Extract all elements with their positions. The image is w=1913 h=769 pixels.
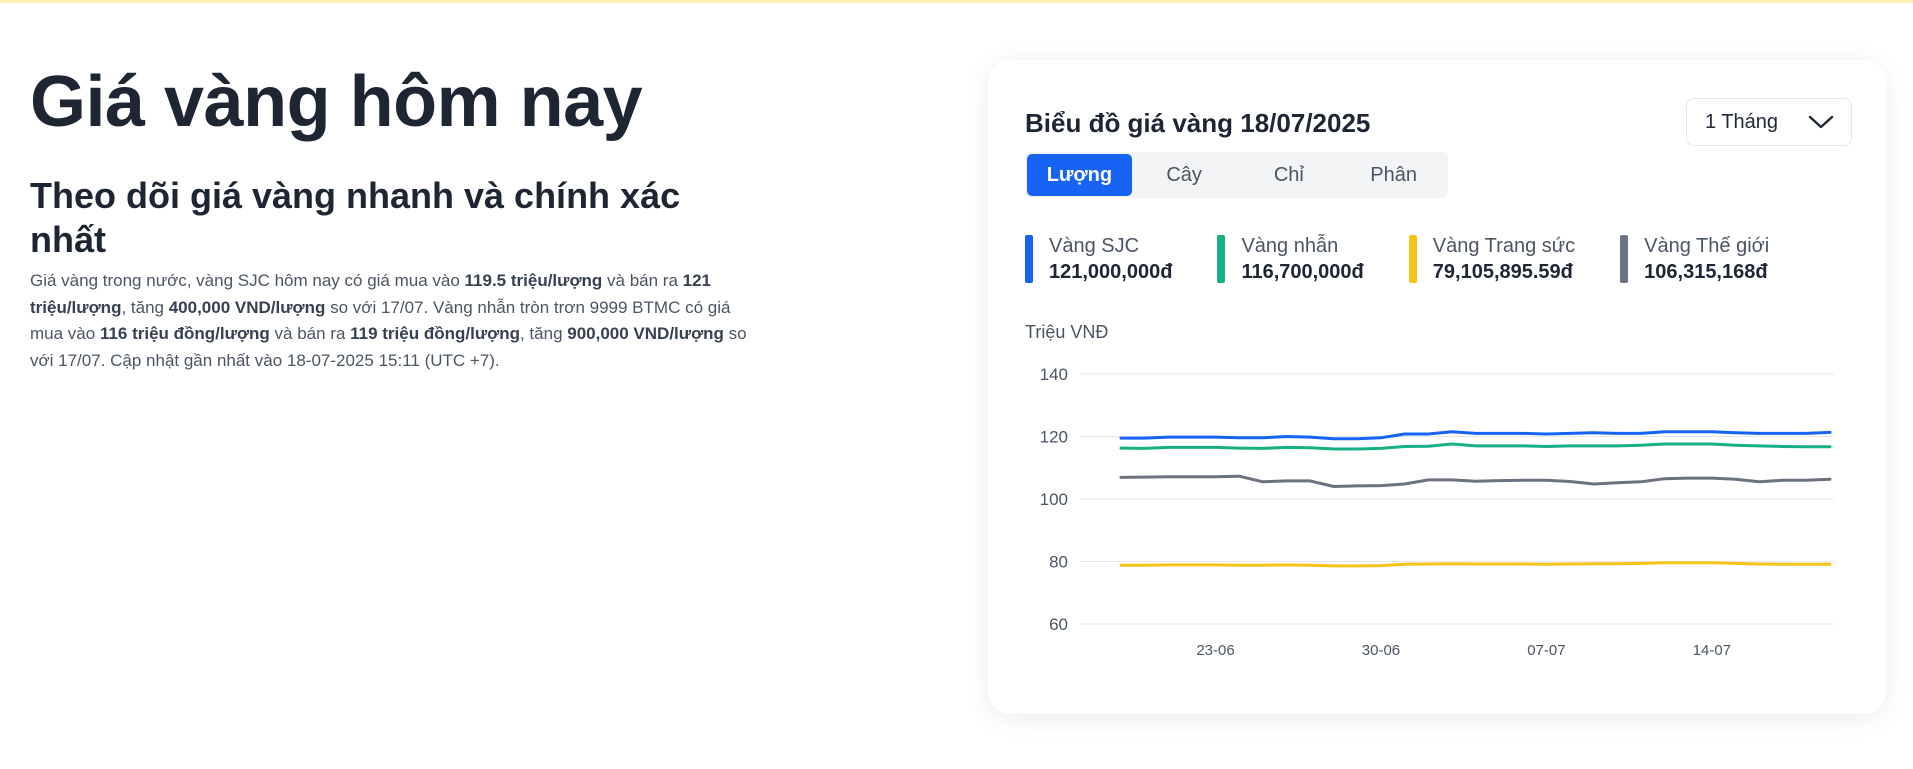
top-accent-line bbox=[0, 0, 1913, 3]
gold-price-line-chart: Triệu VNĐ 140 120 100 80 60 23-06 30-06 07-07 14-… bbox=[1025, 322, 1834, 659]
x-tick-label: 23-06 bbox=[1196, 642, 1234, 659]
legend-series-value: 121,000,000đ bbox=[1049, 261, 1173, 283]
unit-tab-4[interactable]: Phân bbox=[1370, 163, 1417, 186]
y-tick-label: 140 bbox=[1040, 365, 1068, 384]
y-tick-label: 60 bbox=[1049, 615, 1068, 634]
legend-series-name: Vàng nhẫn bbox=[1241, 235, 1339, 257]
period-select-value: 1 Tháng bbox=[1705, 110, 1779, 133]
unit-tab-3[interactable]: Chỉ bbox=[1273, 163, 1304, 186]
legend-series-value: 106,315,168đ bbox=[1644, 261, 1768, 283]
legend-color-bar bbox=[1217, 235, 1226, 283]
unit-tab-1[interactable]: Lượng bbox=[1027, 154, 1132, 196]
summary-text-segment: và bán ra bbox=[602, 271, 683, 290]
summary-text-segment: và bán ra bbox=[269, 324, 351, 343]
series-line bbox=[1119, 561, 1832, 568]
legend-item: Vàng Thế giới 106,315,168đ bbox=[1620, 233, 1769, 285]
legend-color-bar bbox=[1620, 235, 1629, 283]
summary-text-segment: Giá vàng trong nước, vàng SJC hôm nay có… bbox=[30, 271, 465, 290]
highlight-value: 900,000 VND/lượng bbox=[567, 324, 724, 343]
page-subtitle: Theo dõi giá vàng nhanh và chính xác nhấ… bbox=[30, 175, 681, 260]
series-line bbox=[1119, 474, 1832, 488]
summary-text-segment: so với 17/07. Vàng nhẫn tròn trơn 9999 B… bbox=[30, 297, 731, 344]
highlight-value: 121 triệu/lượng bbox=[30, 271, 712, 317]
legend-color-bar bbox=[1025, 235, 1033, 283]
y-tick-label: 100 bbox=[1040, 490, 1068, 509]
highlight-value: 119.5 triệu/lượng bbox=[464, 271, 603, 290]
legend-series-name: Vàng Trang sức bbox=[1432, 235, 1576, 257]
page-title: Giá vàng hôm nay bbox=[30, 62, 643, 142]
legend-series-name: Vàng Thế giới bbox=[1644, 235, 1770, 257]
legend-color-bar bbox=[1408, 235, 1417, 283]
intro-section: Giá vàng hôm nay Theo dõi giá vàng nhanh… bbox=[30, 62, 760, 374]
summary-text-segment: , tăng bbox=[519, 324, 568, 343]
series-line bbox=[1119, 442, 1832, 451]
price-summary-text: Giá vàng trong nước, vàng SJC hôm nay có… bbox=[30, 268, 760, 374]
highlight-value: 400,000 VND/lượng bbox=[168, 297, 326, 317]
chevron-down-icon bbox=[1808, 115, 1834, 129]
summary-text-segment: , tăng bbox=[121, 297, 169, 317]
y-tick-label: 80 bbox=[1049, 553, 1068, 572]
period-select[interactable]: 1 Tháng bbox=[1686, 98, 1852, 146]
highlight-value: 116 triệu đồng/lượng bbox=[99, 324, 270, 343]
legend-item: Vàng nhẫn 116,700,000đ bbox=[1217, 233, 1364, 285]
series-line bbox=[1119, 430, 1832, 441]
x-tick-label: 14-07 bbox=[1693, 642, 1731, 659]
legend-series-name: Vàng SJC bbox=[1049, 235, 1140, 257]
y-axis-label: Triệu VNĐ bbox=[1025, 322, 1108, 342]
chart-card-title: Biểu đồ giá vàng 18/07/2025 bbox=[1025, 108, 1371, 138]
legend-series-value: 116,700,000đ bbox=[1241, 261, 1364, 283]
highlight-value: 119 triệu đồng/lượng bbox=[350, 324, 520, 343]
summary-text-segment: so với 17/07. Cập nhật gần nhất vào 18-0… bbox=[30, 324, 747, 370]
x-tick-label: 07-07 bbox=[1527, 642, 1565, 659]
chart-legend: Vàng SJC 121,000,000đ Vàng nhẫn 116,700,000… bbox=[1025, 233, 1814, 285]
unit-tabs: Lượng Cây Chỉ Phân bbox=[1025, 152, 1448, 198]
y-tick-label: 120 bbox=[1040, 428, 1068, 447]
legend-item: Vàng SJC 121,000,000đ bbox=[1025, 233, 1172, 285]
x-tick-label: 30-06 bbox=[1362, 642, 1400, 659]
legend-item: Vàng Trang sức 79,105,895.59đ bbox=[1408, 233, 1576, 285]
gold-price-chart-card: Biểu đồ giá vàng 18/07/2025 1 Tháng Lượn… bbox=[988, 60, 1886, 714]
unit-tab-2[interactable]: Cây bbox=[1166, 163, 1202, 186]
legend-series-value: 79,105,895.59đ bbox=[1432, 261, 1573, 283]
